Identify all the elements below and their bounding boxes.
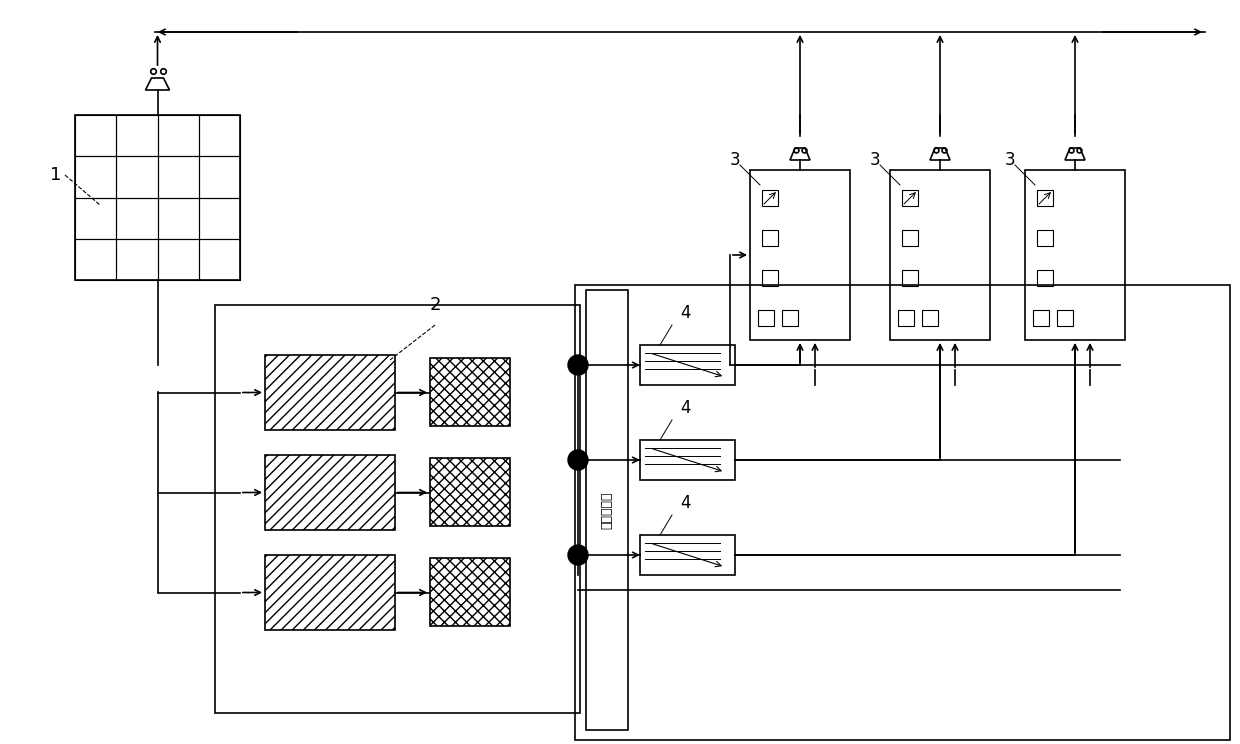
Bar (198, 239, 241, 280)
Bar (157, 239, 198, 280)
Bar (1037, 270, 1053, 286)
Bar (215, 305, 580, 713)
Bar (265, 355, 396, 430)
Bar (575, 285, 1230, 740)
Text: 4: 4 (680, 304, 691, 322)
Bar (640, 535, 735, 575)
Bar (157, 197, 198, 239)
Bar (763, 270, 777, 286)
Text: 2: 2 (430, 296, 441, 314)
Bar (157, 156, 198, 197)
Circle shape (568, 450, 588, 470)
Bar (74, 115, 117, 156)
Bar (198, 197, 241, 239)
Bar (117, 115, 157, 156)
Bar (898, 310, 914, 326)
Bar (587, 290, 627, 730)
Bar (430, 558, 510, 626)
Bar (117, 239, 157, 280)
Bar (1033, 310, 1049, 326)
Bar (782, 310, 799, 326)
Bar (117, 156, 157, 197)
Text: 4: 4 (680, 399, 691, 417)
Text: 3: 3 (870, 151, 880, 169)
Bar (430, 458, 510, 526)
Bar (1037, 190, 1053, 206)
Bar (1056, 310, 1073, 326)
Bar (901, 270, 918, 286)
Bar (430, 358, 510, 426)
Bar (1025, 170, 1125, 340)
Bar (763, 190, 777, 206)
Circle shape (568, 545, 588, 565)
Bar (890, 170, 990, 340)
Bar (750, 170, 849, 340)
Bar (117, 197, 157, 239)
Bar (901, 190, 918, 206)
Bar (640, 440, 735, 480)
Bar (157, 115, 198, 156)
Text: 4: 4 (680, 494, 691, 512)
Bar (640, 345, 735, 385)
Text: 3: 3 (1004, 151, 1016, 169)
Bar (74, 156, 117, 197)
Circle shape (568, 355, 588, 375)
Bar (74, 197, 117, 239)
Bar (763, 230, 777, 246)
Text: 3: 3 (730, 151, 740, 169)
Bar (74, 115, 241, 280)
Bar (74, 239, 117, 280)
Bar (198, 115, 241, 156)
Bar (923, 310, 937, 326)
Bar (901, 230, 918, 246)
Bar (198, 156, 241, 197)
Bar (758, 310, 774, 326)
Text: 被保护材料: 被保护材料 (600, 491, 614, 529)
Text: 1: 1 (50, 166, 61, 184)
Bar (265, 555, 396, 630)
Bar (1037, 230, 1053, 246)
Bar (265, 455, 396, 530)
